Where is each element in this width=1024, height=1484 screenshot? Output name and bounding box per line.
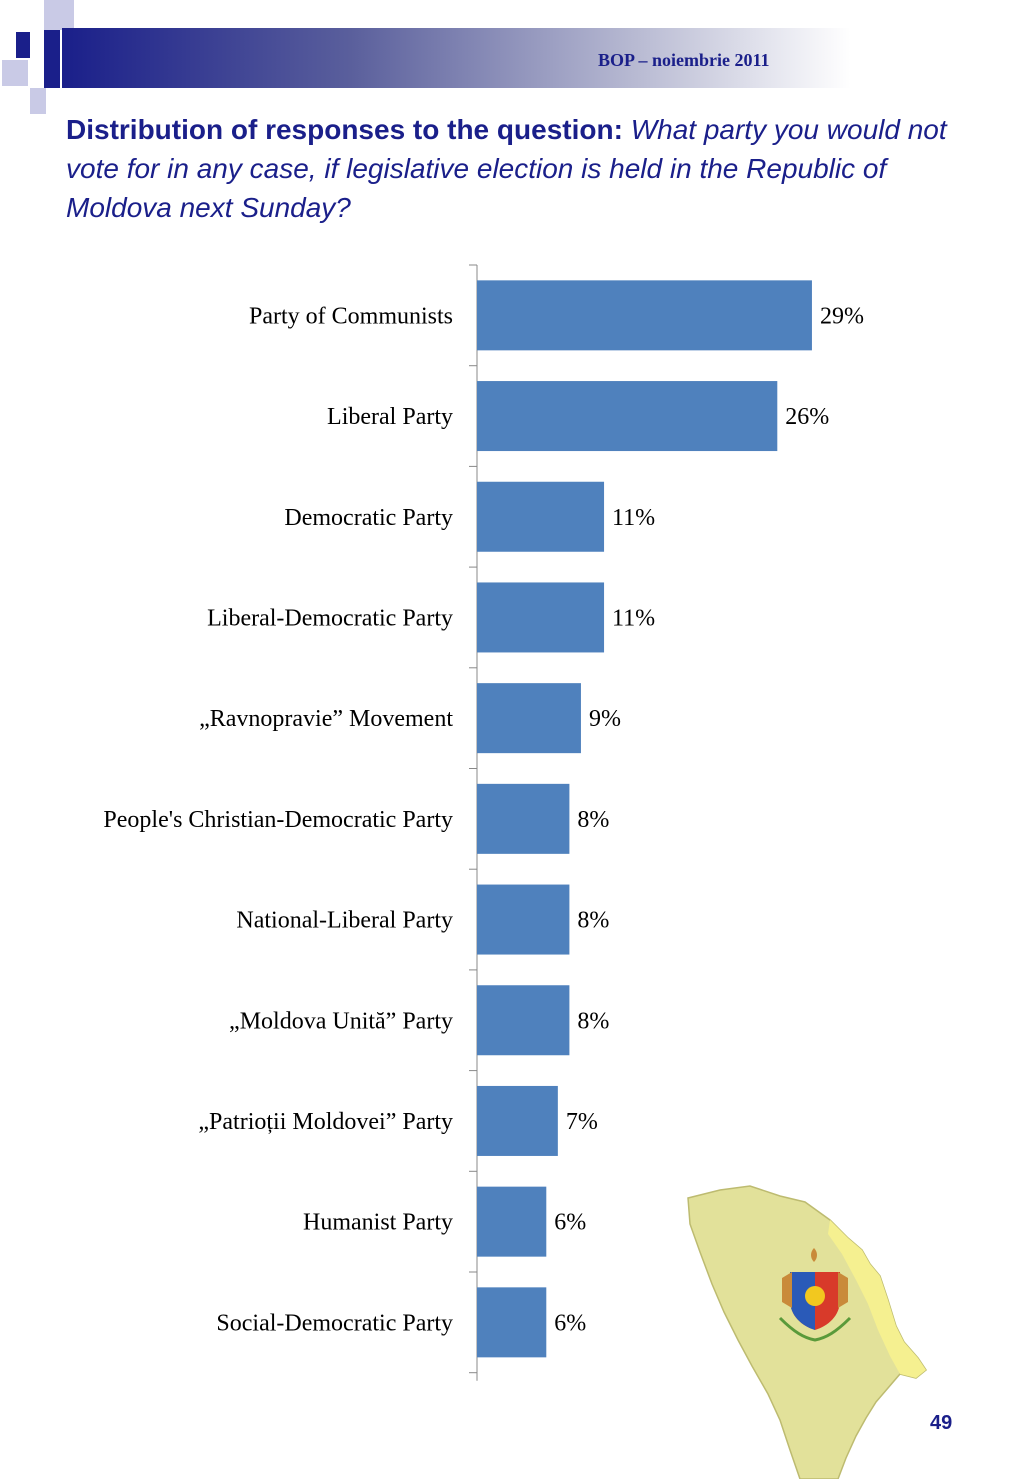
- value-label: 11%: [612, 605, 655, 631]
- bar: [477, 1287, 547, 1358]
- bar: [477, 884, 570, 955]
- value-label: 7%: [566, 1109, 598, 1135]
- bar: [477, 381, 778, 452]
- category-label: „Ravnopravie” Movement: [199, 706, 453, 732]
- value-label: 11%: [612, 505, 655, 531]
- value-label: 8%: [577, 908, 609, 934]
- value-label: 29%: [820, 303, 864, 329]
- category-label: People's Christian-Democratic Party: [103, 807, 453, 833]
- corner-square-dark: [44, 30, 60, 88]
- bar: [477, 783, 570, 854]
- bar: [477, 1085, 558, 1156]
- corner-square-light: [30, 88, 46, 114]
- header-source: BOP – noiembrie 2011: [598, 50, 770, 70]
- category-label: Democratic Party: [284, 505, 453, 531]
- value-label: 6%: [554, 1210, 586, 1236]
- page-number: 49: [930, 1412, 953, 1434]
- category-label: Humanist Party: [303, 1210, 453, 1236]
- header-band: [62, 28, 1024, 88]
- value-label: 26%: [785, 404, 829, 430]
- corner-square-light: [2, 60, 28, 86]
- category-label: „Patrioții Moldovei” Party: [198, 1109, 453, 1135]
- category-label: Liberal Party: [327, 404, 453, 430]
- value-label: 6%: [554, 1310, 586, 1336]
- bar: [477, 481, 605, 552]
- category-label: „Moldova Unită” Party: [229, 1008, 453, 1034]
- value-label: 8%: [577, 807, 609, 833]
- value-label: 9%: [589, 706, 621, 732]
- corner-square-light: [44, 0, 74, 30]
- corner-square-dark: [16, 32, 30, 58]
- bar: [477, 985, 570, 1056]
- category-label: Liberal-Democratic Party: [207, 605, 453, 631]
- title-question: What party you would not vote for in any…: [66, 114, 947, 223]
- category-label: National-Liberal Party: [236, 908, 453, 934]
- bar: [477, 1186, 547, 1257]
- bar: [477, 280, 812, 351]
- bar: [477, 582, 605, 653]
- category-label: Social-Democratic Party: [216, 1310, 453, 1336]
- page-title: Distribution of responses to the questio…: [66, 110, 966, 227]
- value-label: 8%: [577, 1008, 609, 1034]
- title-lead: Distribution of responses to the questio…: [66, 114, 623, 145]
- bar: [477, 683, 581, 754]
- moldova-map-with-coat-of-arms-icon: [680, 1180, 940, 1480]
- category-label: Party of Communists: [249, 303, 453, 329]
